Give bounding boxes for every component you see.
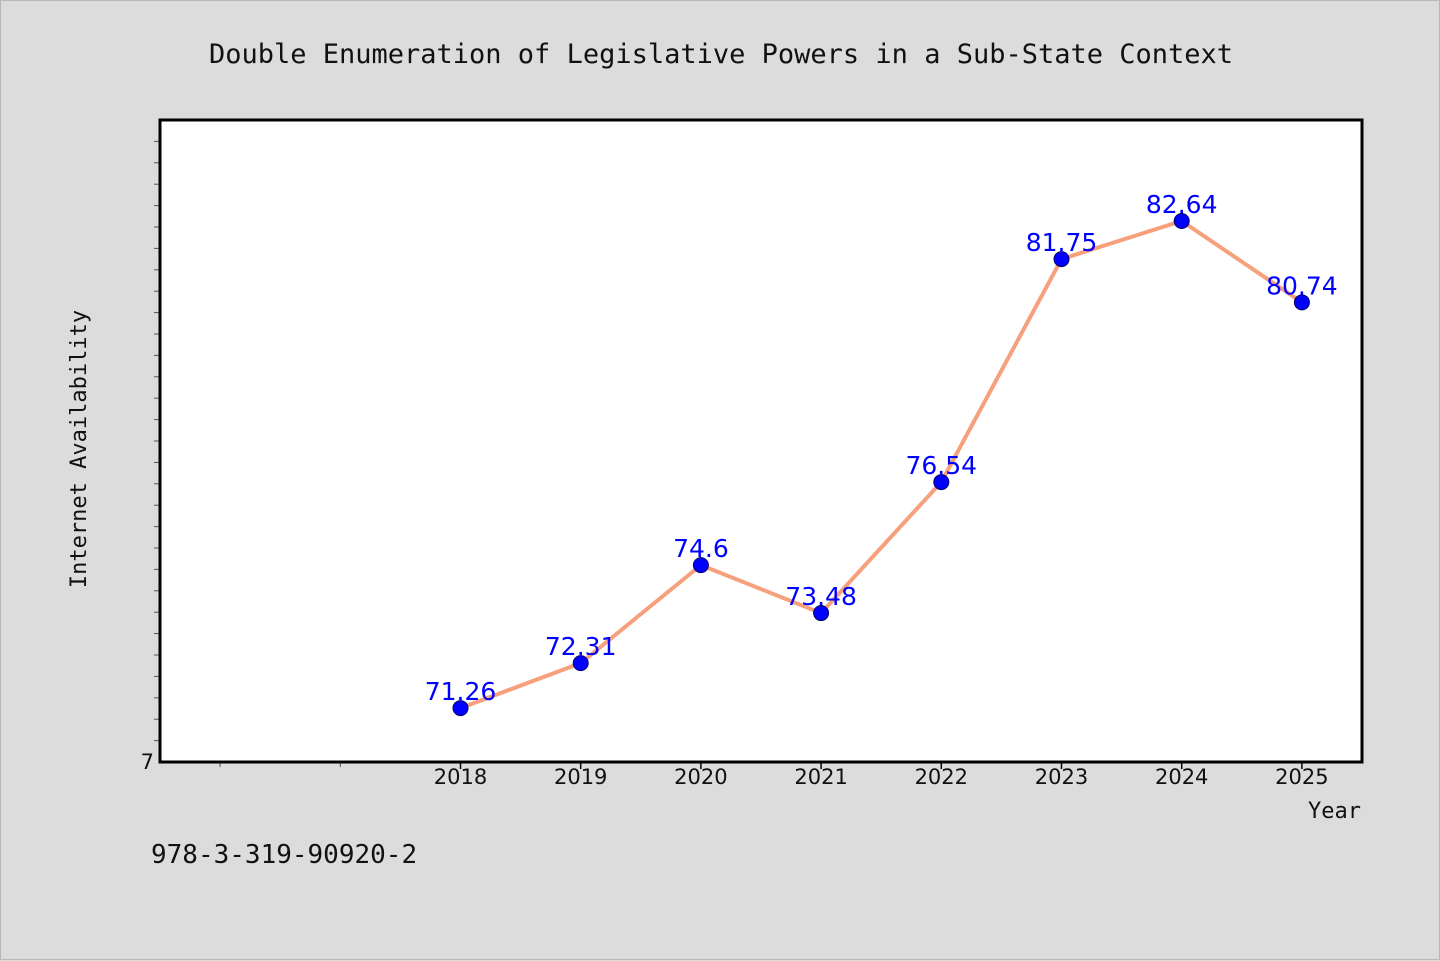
x-tick-label: 2020 — [674, 765, 727, 789]
x-tick-label: 2024 — [1155, 765, 1208, 789]
data-point — [933, 474, 950, 491]
y-axis-label: Internet Availability — [67, 310, 92, 588]
x-tick-label: 2018 — [434, 765, 487, 789]
series-line — [459, 219, 1304, 710]
x-tick-label: 2021 — [794, 765, 847, 789]
data-labels: 71.26 72.31 74.6 73.48 76.54 81.75 82.64 80.74 — [425, 190, 1338, 706]
x-tick-label: 2019 — [554, 765, 607, 789]
data-label: 73.48 — [785, 582, 857, 611]
data-point — [813, 605, 830, 622]
data-label: 80.74 — [1266, 271, 1338, 300]
data-label: 76.54 — [906, 451, 978, 480]
x-tick-label: 2022 — [915, 765, 968, 789]
data-point — [572, 655, 589, 672]
y-tick-label: 7 — [141, 750, 154, 774]
x-tick-label: 2023 — [1035, 765, 1088, 789]
data-label: 82.64 — [1146, 190, 1218, 219]
chart-title: Double Enumeration of Legislative Powers… — [209, 39, 1233, 70]
data-label: 72.31 — [545, 632, 617, 661]
isbn-footnote: 978-3-319-90920-2 — [151, 840, 417, 870]
data-point — [692, 557, 709, 574]
x-axis-label: Year — [1308, 799, 1361, 824]
data-point — [1173, 213, 1190, 230]
data-point — [1053, 251, 1070, 268]
plot-frame — [158, 118, 1364, 764]
x-axis-tick-labels: 2018 2019 2020 2021 2022 2023 2024 2025 — [434, 765, 1329, 789]
data-label: 81.75 — [1026, 228, 1098, 257]
series-markers — [452, 213, 1310, 717]
data-point — [1293, 294, 1310, 311]
x-tick-label: 2025 — [1275, 765, 1328, 789]
data-point — [452, 700, 469, 717]
y-axis-tick-labels: 7 — [141, 750, 154, 774]
data-label: 71.26 — [425, 677, 497, 706]
data-label: 74.6 — [673, 534, 729, 563]
